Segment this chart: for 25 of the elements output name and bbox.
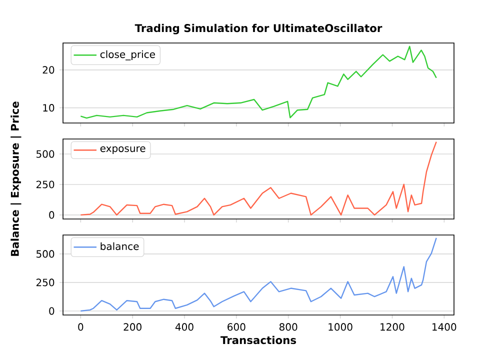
line-series [80,141,437,216]
y-tick-label: 250 [36,278,54,286]
x-tick-label: 400 [175,323,194,331]
y-tick-label: 0 [49,307,54,315]
y-tick-label: 0 [49,211,54,219]
y-tick-label: 500 [36,150,54,158]
x-tick-label: 200 [124,323,142,331]
y-tick-label: 500 [36,250,54,258]
x-tick-label: 1000 [328,323,352,331]
y-axis-title: Balance | Exposure | Price [10,102,22,256]
legend-label: close_price [100,50,155,60]
x-axis-title: Transactions [220,336,296,344]
legend-label: balance [100,242,139,250]
y-tick-label: 20 [42,66,54,74]
x-tick-label: 0 [78,323,84,331]
line-series [80,46,437,119]
chart-title: Trading Simulation for UltimateOscillator [134,24,382,34]
y-tick-label: 250 [36,180,54,188]
x-tick-label: 1200 [380,323,404,331]
x-tick-label: 800 [279,323,298,331]
y-tick-label: 10 [43,104,54,112]
x-tick-label: 1400 [432,323,456,331]
line-series [80,237,437,312]
legend-label: exposure [100,146,146,154]
x-tick-label: 600 [228,323,246,331]
